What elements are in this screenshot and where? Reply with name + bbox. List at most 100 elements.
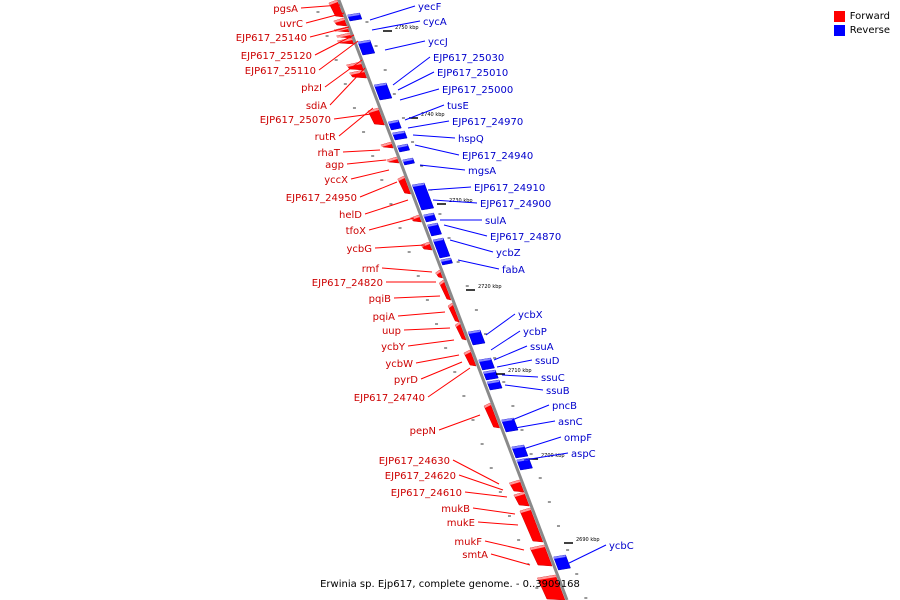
reverse-leader-line [443,224,488,237]
forward-leader-line [490,553,531,566]
forward-leader-line [484,540,525,551]
forward-gene-label: uup [382,326,401,337]
forward-feature-highlight [530,545,545,550]
reverse-feature-highlight [374,83,387,87]
forward-feature [529,544,553,567]
forward-gene-label: EJP617_25110 [245,66,316,77]
forward-gene-label: EJP617_24620 [385,471,456,482]
reverse-leader-line [490,330,521,351]
forward-feature-highlight [367,108,379,113]
reverse-feature [501,417,519,433]
reverse-feature-highlight [402,158,413,162]
forward-gene-label: pgsA [273,4,298,15]
forward-leader-line [364,199,409,215]
forward-gene-label: pqiA [373,312,395,323]
forward-leader-line [464,491,508,498]
reverse-feature-highlight [357,40,370,44]
reverse-leader-line [399,88,440,101]
forward-leader-line [368,217,415,231]
reverse-gene-label: fabA [502,265,525,276]
reverse-leader-line [511,404,550,421]
forward-gene-label: tfoX [346,226,367,237]
reverse-feature-highlight [388,120,399,124]
forward-leader-line [350,169,390,180]
forward-gene-label: ycbG [346,244,372,255]
forward-leader-line [346,159,387,165]
forward-gene-label: mukE [447,518,475,529]
tick-label: 2690 kbp [576,537,600,543]
reverse-leader-line [564,544,607,566]
tick-label: 2710 kbp [508,368,532,374]
forward-leader-line [472,507,516,515]
forward-feature-highlight [420,242,430,247]
forward-leader-line [477,521,519,526]
forward-gene-label: smtA [462,550,488,561]
reverse-gene-label: mgsA [468,166,496,177]
reverse-leader-line [514,420,556,429]
reverse-feature-highlight [468,330,481,334]
forward-leader-line [452,459,500,485]
reverse-leader-line [432,199,478,204]
reverse-gene-label: ompF [564,433,592,444]
forward-gene-label: sdiA [306,101,327,112]
reverse-feature-highlight [516,458,529,462]
forward-feature-highlight [386,157,398,162]
forward-gene-label: pyrD [394,375,418,386]
reverse-gene-label: tusE [447,101,469,112]
reverse-gene-label: ssuA [530,342,554,353]
reverse-gene-label: EJP617_24970 [452,117,523,128]
forward-leader-line [397,311,446,317]
forward-leader-line [427,367,471,398]
reverse-gene-label: ycbZ [496,248,521,259]
reverse-feature [467,329,486,346]
reverse-feature-highlight [511,445,524,449]
reverse-feature-highlight [433,238,444,242]
reverse-leader-line [523,452,569,461]
forward-feature-highlight [509,480,521,485]
legend-reverse-label: Reverse [849,24,890,36]
reverse-feature-highlight [392,131,405,135]
forward-leader-line [403,327,451,331]
reverse-labels: yecF cycA yccJ EJP617_25030 EJP617_25010 EJP6… [369,2,634,566]
forward-gene-label: EJP617_24950 [286,193,357,204]
forward-leader-line [329,67,366,106]
forward-gene-label: agp [325,160,344,171]
forward-feature-highlight [435,270,441,275]
reverse-leader-line [501,374,539,378]
reverse-leader-line [371,20,421,31]
reverse-leader-line [369,5,416,21]
forward-feature-highlight [484,403,492,408]
forward-leader-line [300,4,341,9]
reverse-gene-label: ycbP [523,327,547,338]
tick-label: 2700 kbp [541,453,565,459]
forward-gene-label: phzI [301,83,322,94]
forward-gene-label: uvrC [280,19,303,30]
reverse-gene-label: yccJ [428,37,448,48]
forward-leader-line [309,26,350,38]
forward-gene-label: rmf [362,264,380,275]
reverse-gene-label: ssuC [541,373,565,384]
reverse-leader-line [496,359,533,368]
legend-forward-label: Forward [849,10,890,22]
forward-gene-label: rhaT [317,148,340,159]
forward-gene-label: ycbW [385,359,413,370]
reverse-gene-label: ssuD [535,356,560,367]
forward-feature-highlight [448,303,454,308]
reverse-gene-label: asnC [558,417,583,428]
tick-marks: 2750 kbp 2740 kbp 2730 kbp 2720 kbp 2710 kbp… [316,11,600,599]
reverse-swatch [833,24,845,36]
forward-feature-highlight [349,70,365,75]
forward-gene-label: helD [339,210,362,221]
forward-feature-highlight [463,350,471,355]
reverse-feature-highlight [427,223,438,227]
forward-feature-highlight [336,33,351,38]
reverse-leader-line [397,71,435,91]
forward-feature-highlight [513,492,525,497]
reverse-gene-label: cycA [423,17,447,28]
reverse-leader-line [407,120,450,129]
forward-gene-label: yccX [324,175,348,186]
reverse-feature-highlight [501,418,514,422]
reverse-gene-label: ycbC [609,541,634,552]
reverse-gene-label: EJP617_25030 [433,53,504,64]
